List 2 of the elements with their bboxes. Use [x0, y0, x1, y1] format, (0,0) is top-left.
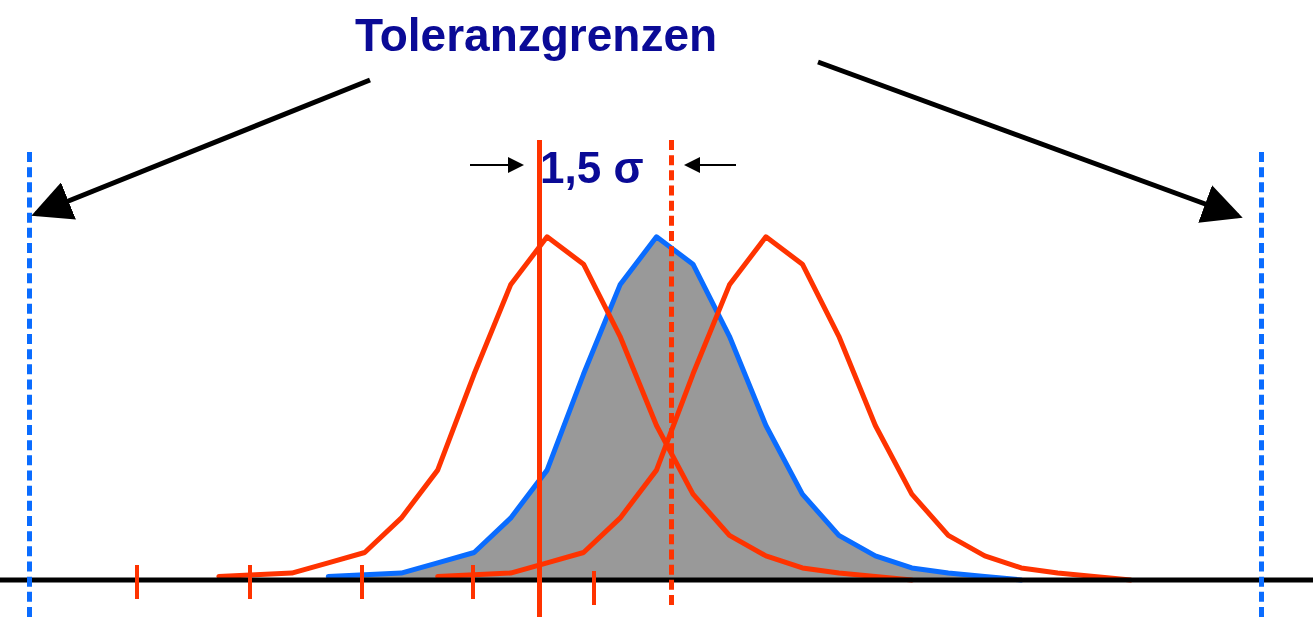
- chart-title: Toleranzgrenzen: [355, 9, 718, 61]
- text: 1,5 σ: [540, 143, 644, 192]
